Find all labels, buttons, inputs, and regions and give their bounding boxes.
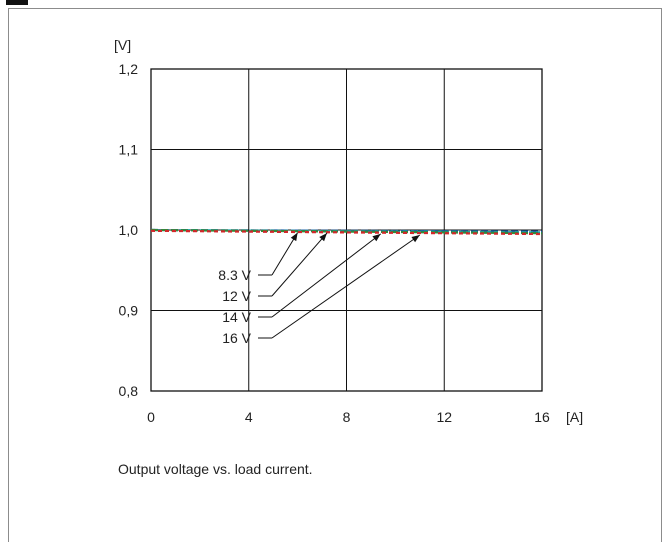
annotation-arrowhead bbox=[372, 233, 381, 242]
y-tick-label: 0,8 bbox=[119, 383, 139, 399]
annotation-arrow-line bbox=[271, 232, 299, 276]
x-tick-label: 8 bbox=[343, 409, 351, 425]
series-annotation-label: 12 V bbox=[222, 288, 251, 304]
annotation-arrow-line bbox=[271, 233, 382, 318]
y-tick-label: 1,1 bbox=[119, 142, 139, 158]
x-tick-label: 12 bbox=[436, 409, 452, 425]
x-axis-label: [A] bbox=[566, 409, 583, 425]
x-tick-label: 0 bbox=[147, 409, 155, 425]
figure-caption: Output voltage vs. load current. bbox=[118, 461, 313, 477]
annotation-arrowhead bbox=[290, 232, 298, 242]
y-tick-label: 1,2 bbox=[119, 61, 139, 77]
series-annotation-label: 14 V bbox=[222, 309, 251, 325]
y-axis-label: [V] bbox=[114, 37, 131, 53]
x-tick-label: 4 bbox=[245, 409, 253, 425]
annotation-arrow-line bbox=[271, 234, 421, 339]
series-annotation-label: 8.3 V bbox=[218, 267, 251, 283]
series-line bbox=[150, 229, 543, 236]
header-bar-fragment bbox=[6, 0, 28, 5]
annotation-arrowhead bbox=[319, 233, 327, 242]
annotation-arrow-line bbox=[271, 232, 328, 297]
annotation-arrowhead bbox=[411, 235, 420, 243]
y-tick-label: 0,9 bbox=[119, 303, 139, 319]
x-tick-label: 16 bbox=[534, 409, 550, 425]
figure-frame bbox=[8, 8, 662, 542]
y-tick-label: 1,0 bbox=[119, 222, 139, 238]
series-annotation-label: 16 V bbox=[222, 330, 251, 346]
